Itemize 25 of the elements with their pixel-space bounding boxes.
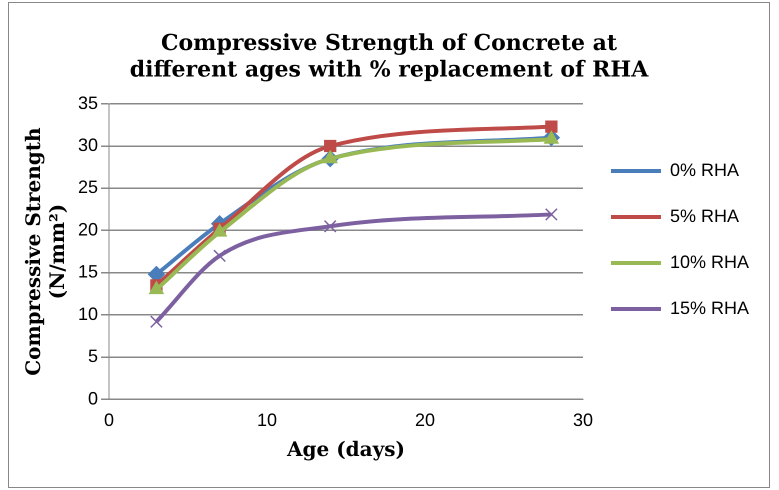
legend-label: 0% RHA xyxy=(670,160,739,180)
y-tick-label: 30 xyxy=(78,134,98,155)
legend-label: 15% RHA xyxy=(670,298,749,318)
point xyxy=(324,220,337,233)
point xyxy=(150,315,163,328)
x-axis-title: Age (days) xyxy=(286,437,405,462)
y-tick-label: 35 xyxy=(78,92,98,113)
y-axis-title: Compressive Strength (N/mm²) xyxy=(21,126,70,376)
y-tick-label: 25 xyxy=(78,177,98,198)
point xyxy=(213,249,226,262)
chart-title: Compressive Strength of Concrete at different ages with % replacement of RHA xyxy=(130,30,650,82)
x-tick-label: 10 xyxy=(256,410,278,430)
x-tick-label: 30 xyxy=(572,410,593,430)
y-tick-label: 15 xyxy=(78,262,98,282)
y-tick-label: 5 xyxy=(88,346,98,366)
x-tick-label: 20 xyxy=(414,410,435,430)
y-tick-label: 10 xyxy=(78,304,98,324)
y-tick-label: 20 xyxy=(78,219,98,240)
legend-label: 10% RHA xyxy=(670,252,749,272)
point xyxy=(544,208,558,221)
y-tick-label: 0 xyxy=(88,388,98,408)
point xyxy=(324,140,336,152)
point xyxy=(545,120,558,133)
x-tick-label: 0 xyxy=(104,410,114,430)
legend-label: 5% RHA xyxy=(670,206,739,226)
